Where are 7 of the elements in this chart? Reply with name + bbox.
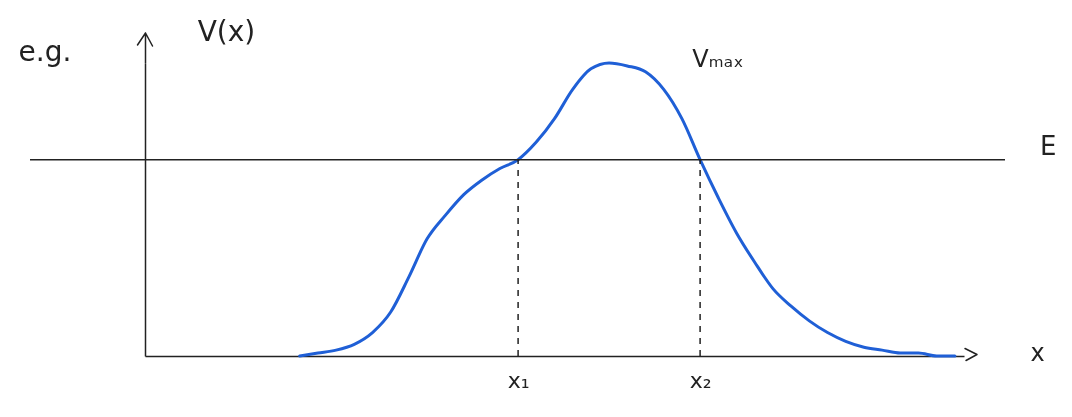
ref-line-label: E	[1040, 130, 1057, 161]
text: e.g.	[18, 35, 72, 68]
x-axis-title: x	[1030, 338, 1045, 367]
y-axis-title: V(x)	[197, 14, 256, 48]
x-tick-label: x₂	[689, 367, 712, 393]
annotation: Vₘₐₓ	[692, 45, 744, 73]
x-tick-label: x₁	[507, 367, 530, 393]
